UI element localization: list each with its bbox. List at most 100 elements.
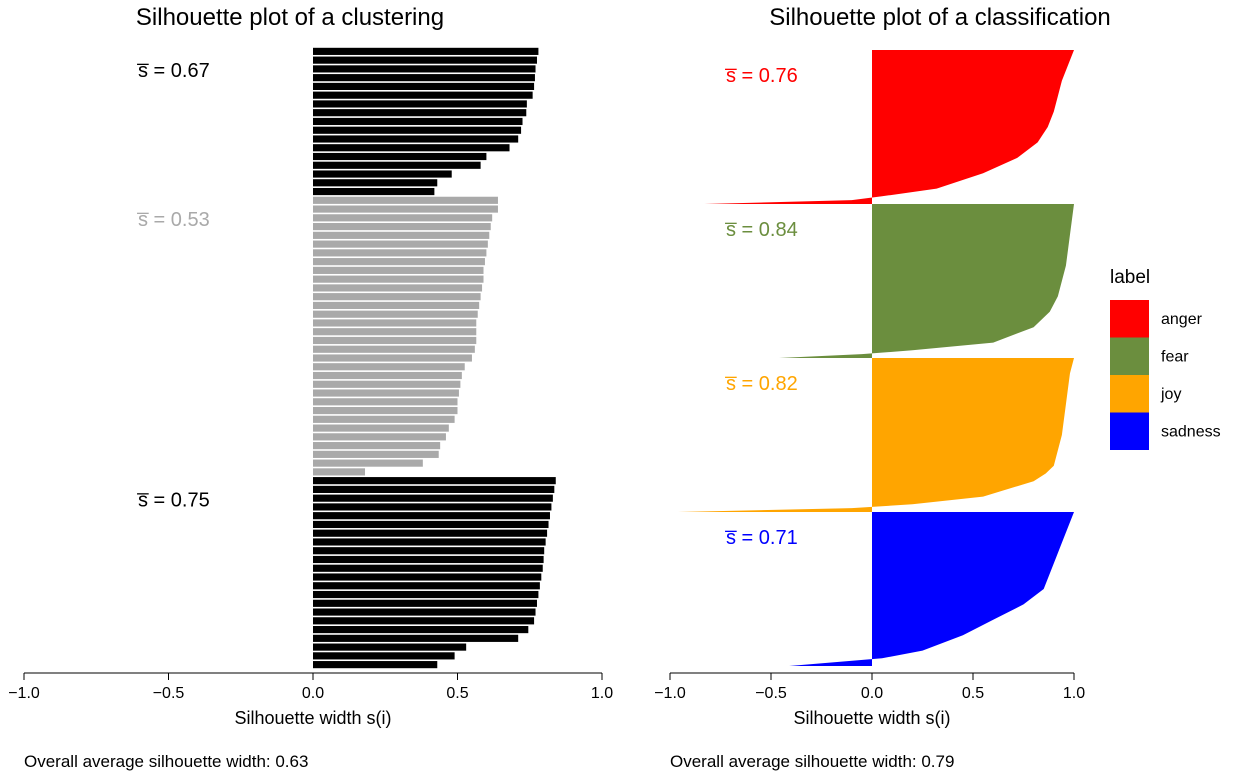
cluster-2-bar [313,275,484,283]
cluster-3-bar [313,477,556,485]
cluster-1-bar [313,144,510,152]
cluster-1-bar [313,179,438,187]
cluster-2-bar [313,205,498,213]
cluster-3-bar [313,582,540,590]
sadness-silhouette-area [789,512,1074,666]
cluster-2-bar [313,468,366,476]
cluster-3-bar [313,538,546,546]
cluster-3-bar [313,494,553,502]
clustering-title: Silhouette plot of a clustering [136,4,444,31]
cluster-3-bar [313,503,552,511]
cluster-2-bar [313,310,478,318]
cluster-2-bar [313,319,477,327]
cluster-2-bar [313,240,488,248]
classification-tick-label: −0.5 [755,685,787,702]
cluster-1-bar [313,135,519,143]
cluster-3-bar [313,573,542,581]
clustering-tick-label: −1.0 [8,685,40,702]
classification-panel: Silhouette plot of a classification s̅ =… [654,4,1111,771]
clustering-tick-label: 0.0 [302,685,324,702]
cluster-2-bar [313,196,498,204]
cluster-2-bar [313,231,490,239]
cluster-1-bar [313,126,522,134]
cluster-2-bar [313,354,472,362]
cluster-2-average-label: s̅ = 0.53 [137,209,210,231]
cluster-3-bar [313,555,544,564]
cluster-2-bar [313,424,449,432]
cluster-2-bar [313,363,465,371]
cluster-2-bar [313,328,477,336]
cluster-2-bar [313,336,477,345]
legend-label-sadness: sadness [1161,424,1221,441]
cluster-1-bar [313,100,527,108]
clustering-tick-label: 0.5 [446,685,468,702]
cluster-2-bar [313,450,439,458]
classification-x-axis: −1.0 −0.5 0.0 0.5 1.0 [654,672,1085,702]
clustering-tick-label: −0.5 [153,685,185,702]
cluster-3-bar [313,643,467,651]
cluster-3-bar [313,617,535,625]
cluster-3-bar [313,564,543,572]
cluster-1-bar [313,56,537,64]
clustering-footer: Overall average silhouette width: 0.63 [24,752,308,771]
clustering-panel: Silhouette plot of a clustering s̅ = 0.6… [8,4,613,771]
classification-tick-label: −1.0 [654,685,686,702]
cluster-2-bar [313,214,493,222]
joy-silhouette-area [678,358,1074,512]
cluster-1-bar [313,187,435,196]
cluster-2-bar [313,293,481,301]
cluster-2-bar [313,371,462,380]
clustering-x-axis-label: Silhouette width s(i) [234,708,391,728]
clustering-averages: s̅ = 0.67 s̅ = 0.53 s̅ = 0.75 [137,60,210,511]
legend-label-anger: anger [1161,311,1203,328]
clustering-tick-label: 1.0 [591,685,613,702]
joy-average-label: s̅ = 0.82 [725,373,798,395]
cluster-1-bar [313,117,523,126]
clustering-x-axis: −1.0 −0.5 0.0 0.5 1.0 [8,672,613,702]
cluster-3-bar [313,529,548,537]
classification-tick-label: 0.5 [962,685,984,702]
legend-swatch-sadness [1110,412,1149,450]
cluster-3-bar [313,599,537,607]
cluster-2-bar [313,345,475,353]
legend-swatch-fear [1110,337,1149,375]
cluster-3-bar [313,547,545,555]
legend: label anger fear joy sadness [1110,267,1221,450]
cluster-3-bar [313,512,550,520]
legend-swatch-anger [1110,300,1149,338]
cluster-3-bar [313,608,536,616]
anger-silhouette-area [704,50,1074,204]
classification-tick-label: 1.0 [1063,685,1085,702]
cluster-2-bar [313,398,458,406]
cluster-2-bar [313,258,485,266]
cluster-3-bar [313,661,438,669]
cluster-2-bar [313,301,480,310]
cluster-1-bar [313,109,527,117]
cluster-2-bar [313,284,483,292]
cluster-3-bar [313,590,539,599]
cluster-2-bar [313,406,458,415]
cluster-2-bar [313,415,455,423]
legend-title: label [1110,267,1150,288]
cluster-2-bar [313,266,484,274]
legend-swatch-joy [1110,375,1149,413]
fear-silhouette-area [779,204,1074,358]
cluster-1-bar [313,170,452,178]
classification-title: Silhouette plot of a classification [769,4,1111,31]
fear-average-label: s̅ = 0.84 [725,219,798,241]
cluster-1-bar [313,161,481,169]
cluster-1-bar [313,47,539,55]
cluster-3-bar [313,520,549,529]
cluster-1-average-label: s̅ = 0.67 [137,60,210,82]
cluster-2-bar [313,442,441,450]
cluster-3-bar [313,485,555,493]
clustering-bars [313,47,556,669]
cluster-1-bar [313,91,533,99]
sadness-average-label: s̅ = 0.71 [725,527,798,549]
cluster-1-bar [313,65,536,73]
cluster-2-bar [313,459,423,467]
cluster-3-bar [313,634,519,642]
cluster-1-bar [313,82,535,90]
classification-footer: Overall average silhouette width: 0.79 [670,752,954,771]
cluster-2-bar [313,223,491,231]
